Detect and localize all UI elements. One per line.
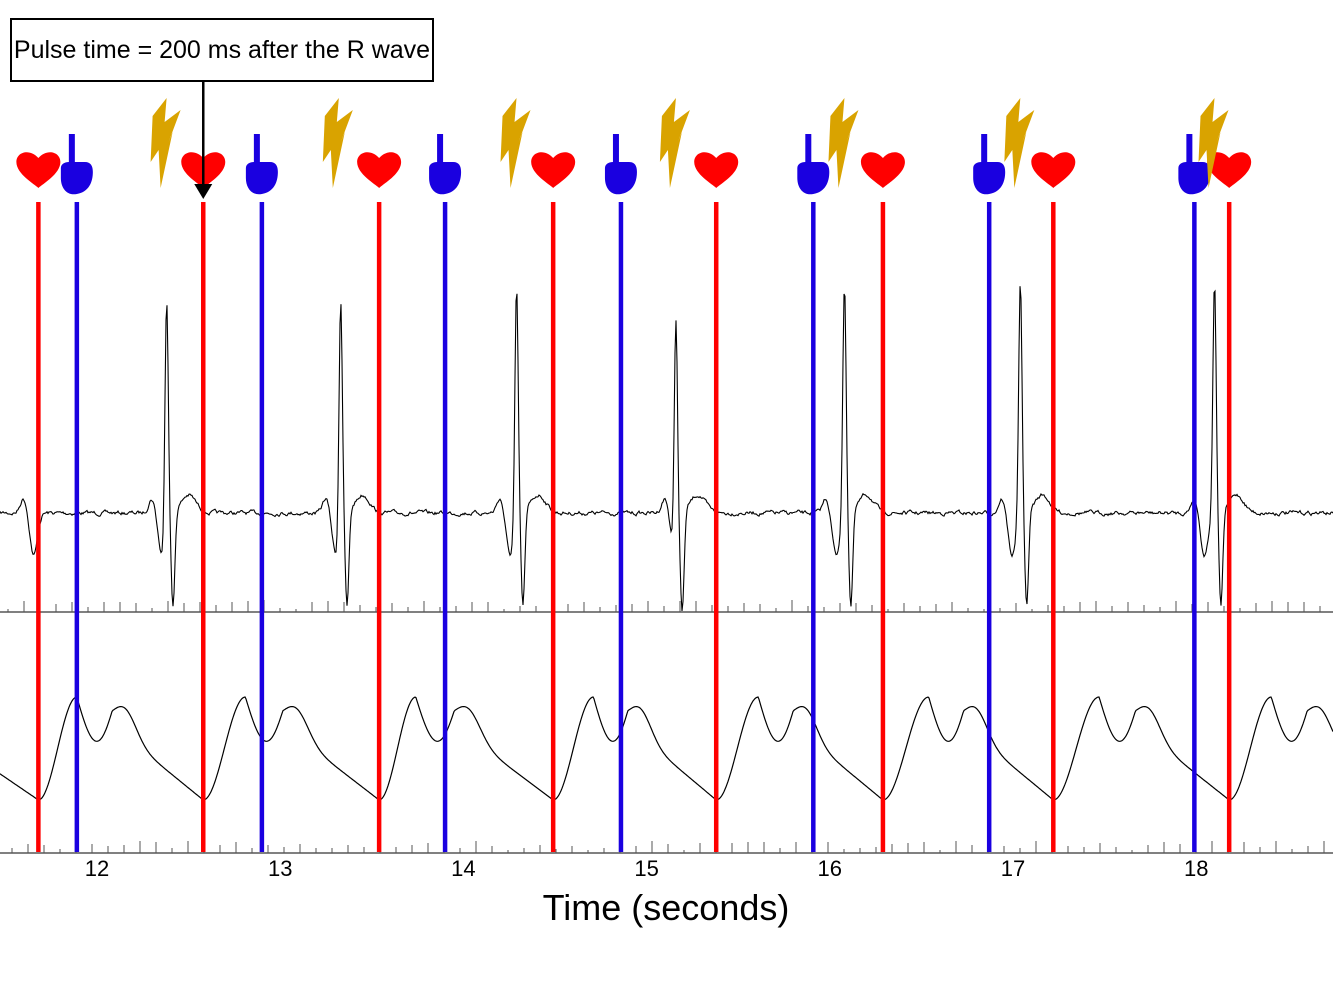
- heart-icon: [1031, 152, 1076, 188]
- lightning-bolt-icon: [659, 98, 690, 188]
- callout-annotation: Pulse time = 200 ms after the R wave: [10, 18, 434, 82]
- x-tick-label: 17: [1001, 856, 1025, 881]
- pointing-hand-icon: [604, 134, 637, 195]
- pointing-hand-icon: [973, 134, 1006, 195]
- callout-text: Pulse time = 200 ms after the R wave: [13, 35, 431, 64]
- heart-icon: [694, 152, 739, 188]
- traces-group: [0, 286, 1333, 801]
- heart-icon: [1207, 152, 1252, 188]
- callout-arrowhead: [194, 184, 213, 199]
- lightning-bolt-icon: [1004, 98, 1035, 188]
- lightning-bolt-icon: [150, 98, 181, 188]
- x-tick-label: 14: [451, 856, 475, 881]
- pointing-hand-icon: [60, 134, 93, 195]
- markers-group: [16, 82, 1252, 852]
- lightning-bolt-icon: [828, 98, 859, 188]
- lightning-bolt-icon: [500, 98, 531, 188]
- ecg-trace: [0, 286, 1333, 612]
- pointing-hand-icon: [797, 134, 830, 195]
- x-tick-label: 12: [85, 856, 109, 881]
- heart-icon: [531, 152, 576, 188]
- pointing-hand-icon: [429, 134, 462, 195]
- x-tick-label: 18: [1184, 856, 1208, 881]
- x-tick-label: 16: [818, 856, 842, 881]
- heart-icon: [16, 152, 61, 188]
- pointing-hand-icon: [245, 134, 278, 195]
- pointing-hand-icon: [1178, 134, 1211, 195]
- lightning-bolt-icon: [1198, 98, 1229, 188]
- heart-icon: [357, 152, 402, 188]
- pulse-trace: [0, 696, 1333, 801]
- x-tick-label: 13: [268, 856, 292, 881]
- x-axis-title: Time (seconds): [543, 887, 790, 928]
- x-tick-label: 15: [634, 856, 658, 881]
- lightning-bolt-icon: [322, 98, 353, 188]
- heart-icon: [860, 152, 905, 188]
- axes-group: 12 13 14 15 16 17 18: [0, 600, 1333, 881]
